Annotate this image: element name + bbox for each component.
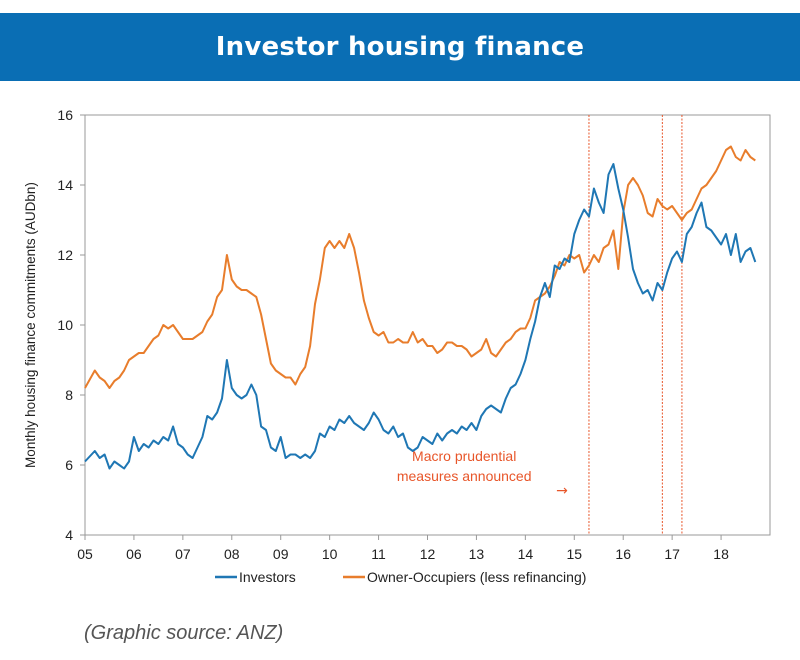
y-axis-label: Monthly housing finance commitments (AUD… bbox=[23, 182, 38, 468]
x-tick-label: 11 bbox=[371, 546, 386, 562]
x-tick-label: 15 bbox=[566, 546, 582, 562]
source-note: (Graphic source: ANZ) bbox=[84, 622, 284, 644]
x-tick-label: 17 bbox=[664, 546, 680, 562]
series-line-owner-occupiers bbox=[84, 145, 756, 389]
y-tick-label: 6 bbox=[65, 457, 73, 473]
x-tick-label: 10 bbox=[322, 546, 338, 562]
x-tick-label: 08 bbox=[224, 546, 240, 562]
y-tick-label: 8 bbox=[65, 387, 73, 403]
chart-title: Investor housing finance bbox=[215, 32, 585, 62]
x-tick-label: 09 bbox=[273, 546, 289, 562]
x-tick-label: 16 bbox=[615, 546, 631, 562]
line-chart: 4 6 8 10 12 14 16 05 06 07 08 09 10 11 12 13 14 15 16 17 18 M… bbox=[23, 107, 771, 585]
annotation-text-line1: Macro prudential bbox=[412, 448, 516, 464]
x-tick-label: 06 bbox=[126, 546, 142, 562]
annotation-text-line2: measures announced bbox=[397, 468, 532, 484]
legend-owner-occupiers-label: Owner-Occupiers (less refinancing) bbox=[367, 569, 586, 585]
legend-investors-label: Investors bbox=[239, 569, 296, 585]
y-tick-label: 10 bbox=[57, 317, 73, 333]
y-tick-label: 14 bbox=[57, 177, 73, 193]
annotation-arrow-icon: → bbox=[556, 483, 568, 499]
x-tick-label: 14 bbox=[518, 546, 534, 562]
series-line-investors bbox=[84, 163, 757, 470]
y-tick-label: 4 bbox=[65, 527, 73, 543]
x-tick-label: 13 bbox=[469, 546, 485, 562]
y-tick-label: 16 bbox=[57, 107, 73, 123]
x-tick-label: 07 bbox=[175, 546, 191, 562]
y-tick-label: 12 bbox=[57, 247, 73, 263]
title-banner: Investor housing finance bbox=[0, 13, 800, 81]
x-tick-label: 05 bbox=[77, 546, 93, 562]
x-tick-label: 18 bbox=[713, 546, 729, 562]
x-tick-label: 12 bbox=[420, 546, 436, 562]
